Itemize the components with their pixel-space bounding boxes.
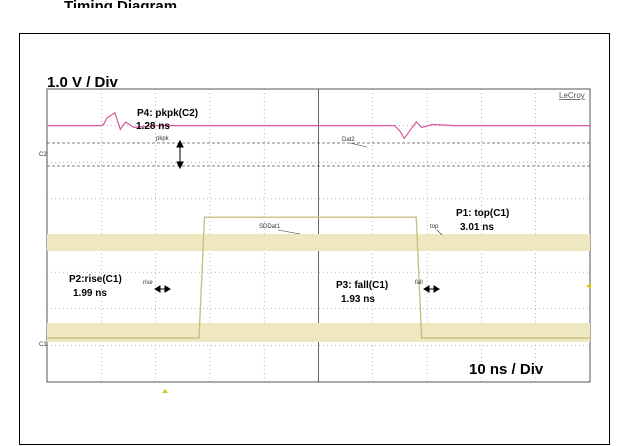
c1-tag: C1 xyxy=(39,342,47,348)
rise-arrow xyxy=(154,285,171,293)
volt-per-div-label: 1.0 V / Div xyxy=(47,74,119,91)
p3-value: 1.93 ns xyxy=(341,294,375,305)
rise-tag: rise xyxy=(143,280,153,286)
p4-value: 1.28 ns xyxy=(136,121,170,132)
p1-value: 3.01 ns xyxy=(460,222,494,233)
sddat1-tag: SDDat1 xyxy=(259,224,281,230)
pkpk-arrow xyxy=(176,139,184,170)
fall-arrow xyxy=(423,285,440,293)
top-tag: top xyxy=(430,224,439,230)
fall-tag: fall xyxy=(415,280,423,286)
trace-sddat1 xyxy=(47,216,590,339)
c2-tag: C2 xyxy=(39,152,47,158)
sddat1-leader xyxy=(277,229,301,235)
c1-low-band xyxy=(47,323,590,342)
trace-dat2 xyxy=(47,111,590,140)
p3-name: P3: fall(C1) xyxy=(336,280,388,291)
top-leader xyxy=(436,229,443,236)
trigger-position-marker xyxy=(162,389,168,393)
header-text-cut: Timing Diagram xyxy=(64,0,177,8)
c1-high-band xyxy=(47,234,590,251)
pkpk-tag: pkpk xyxy=(156,136,170,142)
p1-name: P1: top(C1) xyxy=(456,208,509,219)
p4-name: P4: pkpk(C2) xyxy=(137,108,198,119)
time-per-div-label: 10 ns / Div xyxy=(469,361,544,378)
scope-brand-label: LeCroy xyxy=(559,91,585,100)
p2-value: 1.99 ns xyxy=(73,288,107,299)
scope-traces xyxy=(47,111,590,339)
dat2-tag: Dat2 xyxy=(342,137,355,143)
trigger-level-marker xyxy=(586,283,591,289)
dat2-leader xyxy=(349,142,368,148)
p2-name: P2:rise(C1) xyxy=(69,274,122,285)
